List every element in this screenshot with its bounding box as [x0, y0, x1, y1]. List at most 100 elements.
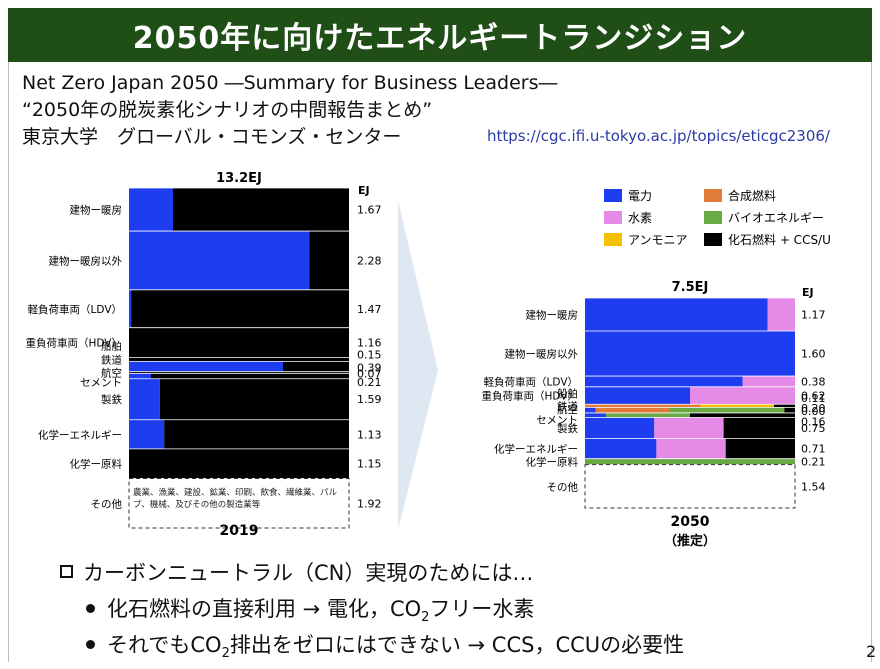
category-label: 軽負荷車両（LDV） — [28, 303, 122, 316]
category-label: その他 — [91, 497, 123, 510]
x-axis-label: 2019 — [220, 523, 259, 539]
bar-segment — [129, 231, 310, 290]
value-label: 0.20 — [801, 402, 826, 415]
value-label: 0.75 — [801, 422, 826, 435]
bullet-item-1: 化石燃料の直接利用 → 電化，CO2フリー水素 — [86, 593, 534, 625]
bar-segment — [784, 407, 795, 414]
bar-segment — [151, 373, 349, 379]
value-label: 0.38 — [801, 375, 826, 388]
value-label: 0.07 — [357, 367, 382, 380]
value-label: 0.16 — [801, 415, 826, 428]
panel-total-label: 13.2EJ — [216, 171, 262, 186]
bar-segment — [283, 361, 349, 372]
category-label: 化学ーエネルギー — [494, 443, 578, 456]
transition-arrow-icon — [398, 200, 438, 530]
bar-segment — [595, 407, 669, 414]
legend-label: アンモニア — [628, 233, 688, 247]
square-bullet-icon — [60, 565, 73, 578]
legend-swatch — [604, 233, 622, 246]
page-number: 2 — [866, 642, 877, 661]
category-label: 化学ーエネルギー — [38, 428, 122, 441]
source-line-1: Net Zero Japan 2050 ―Summary for Busines… — [22, 72, 558, 94]
bar-segment — [164, 419, 349, 449]
category-label: セメント — [80, 377, 122, 389]
value-label: 0.39 — [357, 362, 382, 375]
value-label: 0.71 — [801, 443, 826, 456]
category-label: 鉄道 — [557, 400, 578, 413]
source-line-2: “2050年の脱炭素化シナリオの中間報告まとめ” — [22, 99, 433, 121]
category-label: 建物ー暖房以外 — [49, 254, 123, 267]
category-label: セメント — [536, 414, 578, 426]
legend-label: 化石燃料 + CCS/U — [728, 232, 831, 247]
bar-segment — [654, 417, 724, 439]
category-label: 重負荷車両（HDV） — [482, 390, 578, 403]
source-citation: Net Zero Japan 2050 ―Summary for Busines… — [22, 70, 557, 151]
source-url-link[interactable]: https://cgc.ifi.u-tokyo.ac.jp/topics/eti… — [487, 127, 830, 145]
round-bullet-icon — [86, 604, 95, 613]
bar-segment — [131, 289, 349, 328]
category-label: 船舶 — [557, 387, 578, 400]
panel-total-label: 7.5EJ — [672, 280, 709, 295]
category-label: 重負荷車両（HDV） — [26, 337, 122, 350]
value-label: 1.17 — [801, 308, 826, 321]
bar-segment — [585, 330, 795, 377]
bar-segment — [129, 419, 165, 449]
bar-segment — [129, 371, 349, 374]
x-axis-sublabel: （推定） — [664, 533, 716, 549]
slide-title: 2050年に向けたエネルギートランジション — [8, 8, 872, 62]
bar-segment — [129, 188, 173, 232]
legend-label: 合成燃料 — [728, 188, 776, 203]
bar-segment — [129, 289, 132, 328]
bar-segment — [129, 361, 283, 372]
bar-segment — [585, 386, 690, 405]
value-label: 0.00 — [801, 405, 826, 418]
category-label: 建物ー暖房 — [70, 204, 123, 217]
value-label: 1.16 — [357, 337, 382, 350]
legend-swatch — [704, 211, 722, 224]
bullet-heading: カーボンニュートラル（CN）実現のためには… — [60, 557, 533, 587]
value-label: 1.67 — [357, 204, 382, 217]
bar-segment — [669, 407, 785, 414]
category-label: 航空 — [557, 403, 578, 416]
bar-segment — [742, 376, 795, 387]
category-label: 建物ー暖房以外 — [505, 348, 579, 361]
bar-segment — [774, 404, 795, 408]
bar-segment — [129, 373, 151, 379]
category-label: 化学ー原料 — [70, 458, 123, 471]
legend-swatch — [604, 211, 622, 224]
legend-label: 水素 — [628, 211, 652, 225]
unit-label: EJ — [358, 184, 370, 197]
bullet-item-2: それでもCO2排出をゼロにはできない → CCS，CCUの必要性 — [86, 629, 684, 661]
bar-segment — [585, 407, 596, 414]
value-label: 0.21 — [801, 456, 826, 469]
bar-segment — [129, 327, 349, 358]
bar-segment — [725, 438, 795, 459]
value-label: 0.15 — [357, 349, 382, 362]
value-label: 0.21 — [357, 376, 382, 389]
bar-segment — [129, 448, 349, 479]
legend-swatch — [604, 189, 622, 202]
x-axis-label: 2050 — [671, 514, 710, 530]
legend-swatch — [704, 189, 722, 202]
slide-right-border — [871, 62, 872, 662]
bar-segment — [585, 376, 743, 387]
bar-segment — [690, 413, 795, 418]
bar-segment — [585, 458, 795, 465]
bar-segment — [606, 413, 690, 418]
bar-segment — [690, 386, 795, 405]
legend-label: 電力 — [628, 189, 652, 203]
bar-segment — [585, 404, 701, 408]
other-dashed-frame — [128, 478, 350, 529]
category-label: 軽負荷車両（LDV） — [484, 375, 578, 388]
category-label: 製鉄 — [101, 393, 122, 406]
category-label: 船舶 — [101, 340, 122, 353]
energy-transition-chart: 13.2EJ EJ 建物ー暖房 1.67 建物ー暖房以外 2.28 軽負荷車両（LDV） 1.… — [26, 171, 831, 549]
value-label: 2.28 — [357, 254, 382, 267]
legend-swatch — [704, 233, 722, 246]
bar-segment — [129, 357, 349, 362]
value-label: 0.62 — [801, 390, 826, 403]
round-bullet-icon — [86, 640, 95, 649]
bar-segment — [585, 298, 768, 331]
bar-segment — [585, 438, 657, 459]
bar-segment — [700, 404, 774, 408]
